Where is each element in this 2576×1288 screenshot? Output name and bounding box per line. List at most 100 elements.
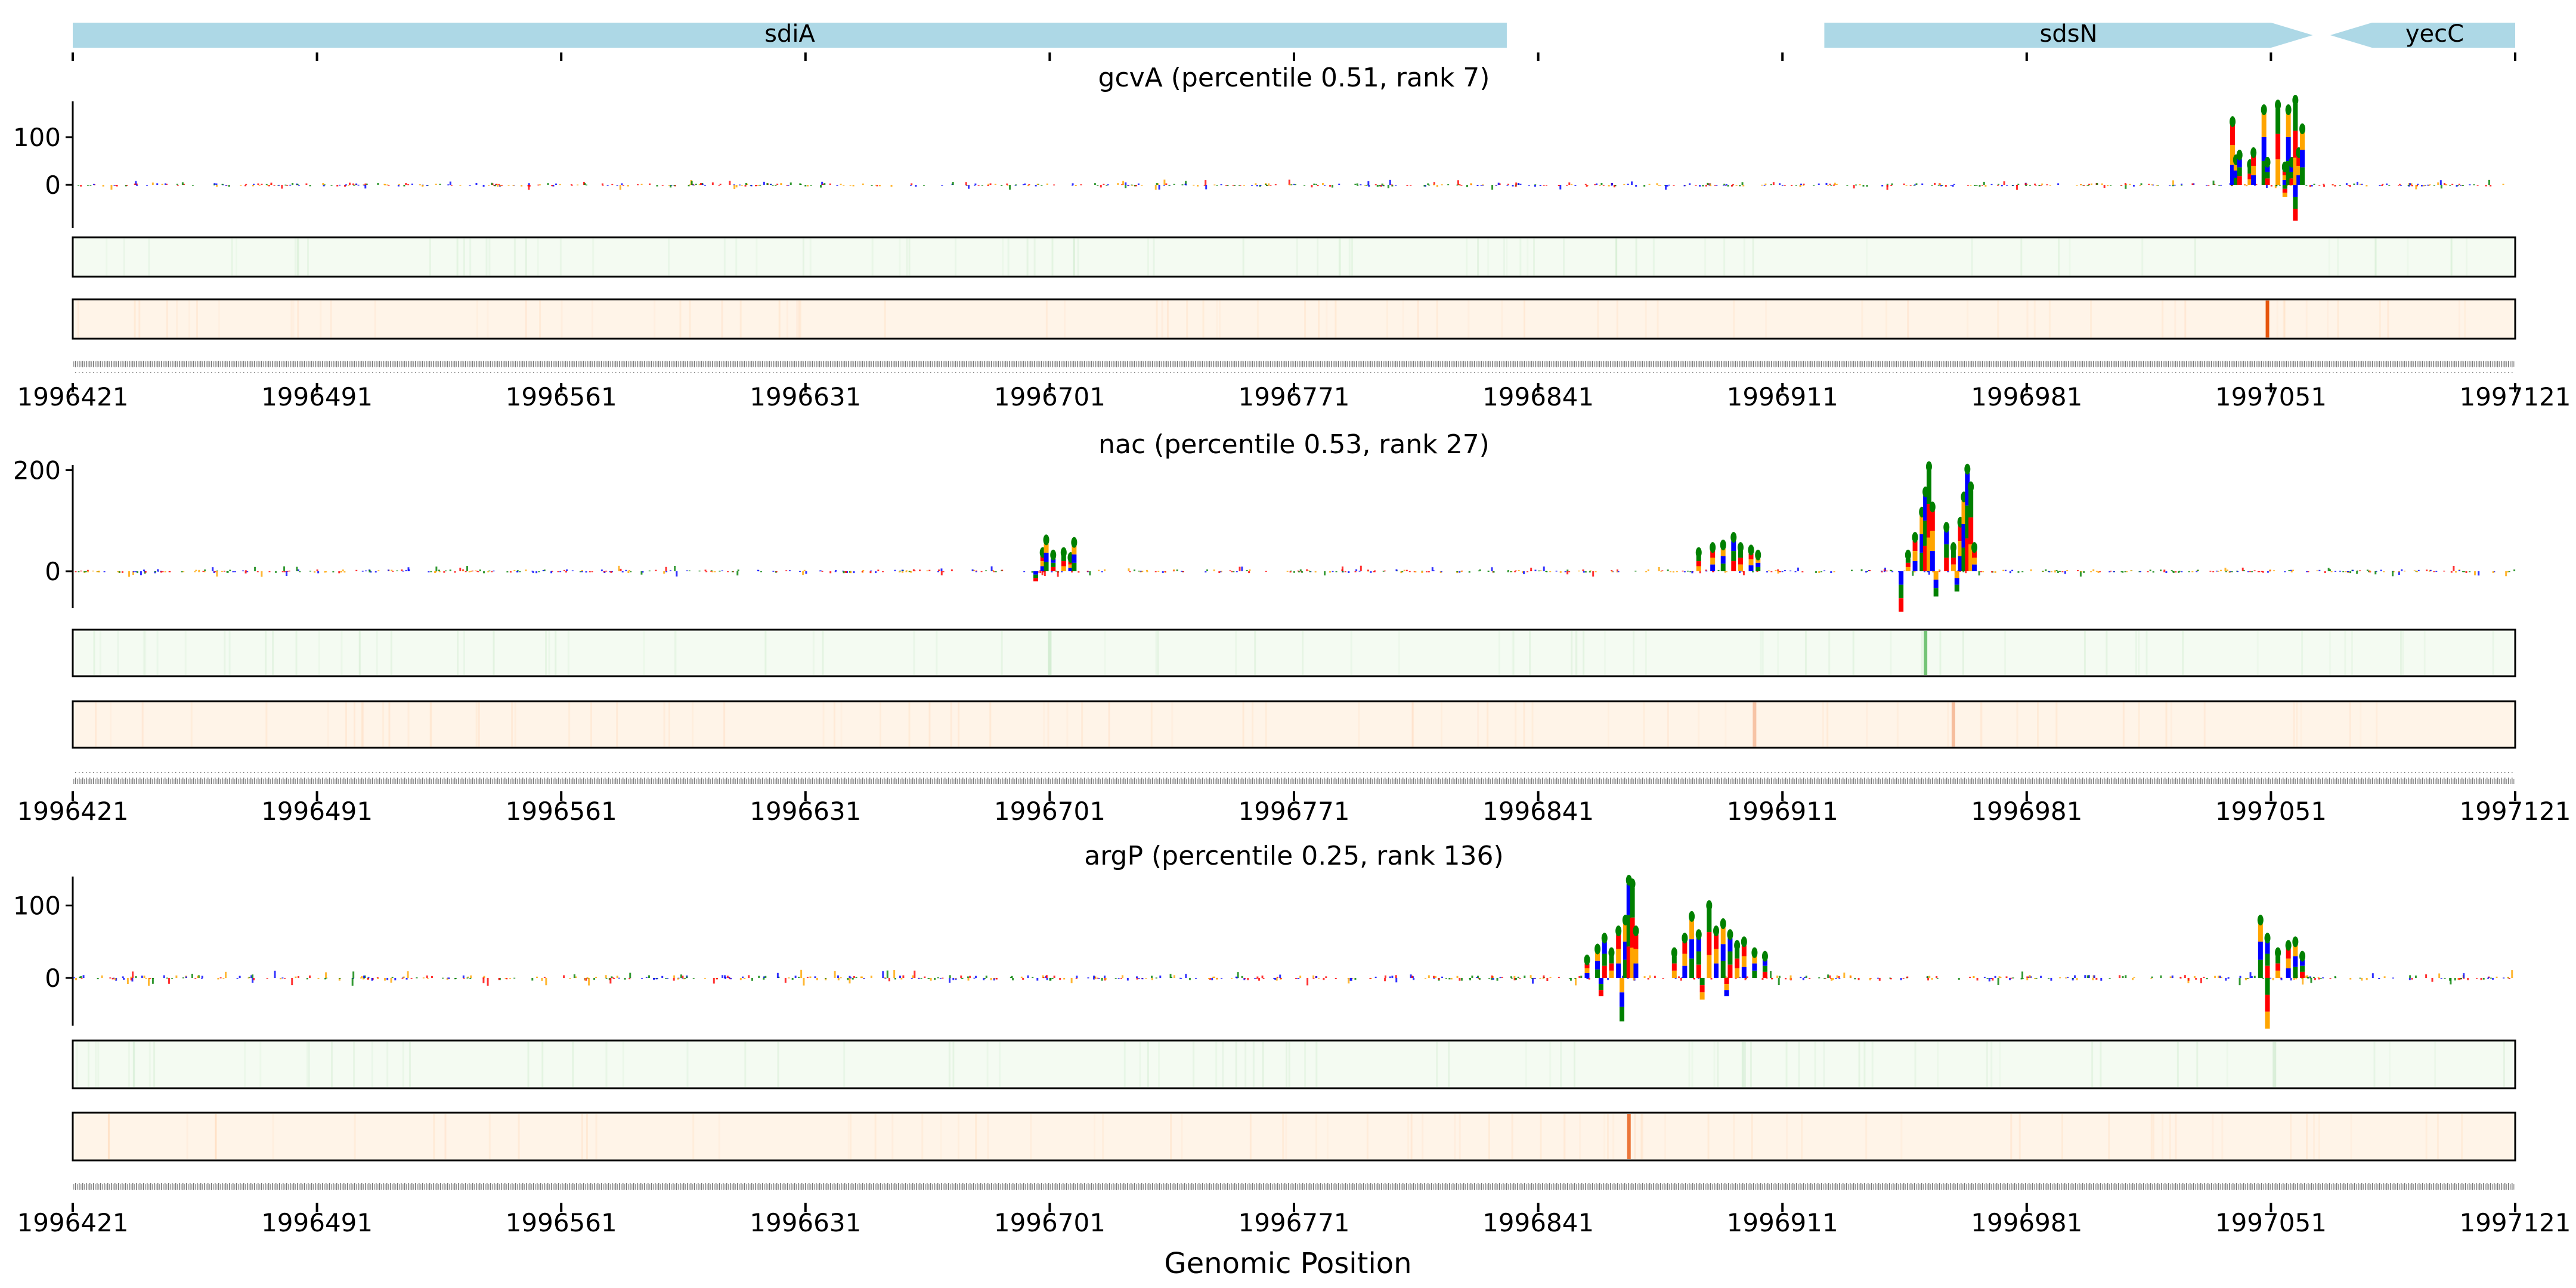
logo-noise-mark [1433,977,1435,979]
logo-noise-mark [763,978,765,980]
logo-noise-mark [109,977,112,979]
logo-peak-mark [1724,990,1729,996]
logo-noise-mark [2224,568,2227,571]
logo-noise-mark [1010,977,1012,978]
logo-noise-mark [1041,185,1043,186]
logo-noise-mark [955,978,957,979]
logo-noise-mark [1877,977,1880,979]
logo-noise-mark [309,571,311,572]
logo-noise-mark [1643,185,1646,187]
logo-noise-mark [538,184,541,185]
logo-peak-mark [1682,965,1688,978]
logo-noise-mark [1777,571,1779,574]
logo-noise-mark [1356,183,1358,185]
logo-noise-mark [878,185,881,187]
logo-noise-mark [177,185,179,186]
signal-track-orange-mark [799,301,801,338]
logo-noise-mark [2314,978,2316,980]
logo-noise-mark [2275,185,2278,187]
logo-noise-mark [1568,571,1571,572]
logo-noise-mark [1559,185,1562,190]
logo-noise-mark [1009,185,1011,190]
logo-noise-mark [1162,571,1164,573]
logo-noise-mark [2050,978,2052,981]
logo-noise-mark [840,184,842,185]
logo-noise-mark [2457,185,2459,186]
logo-noise-mark [1265,184,1267,185]
logo-noise-mark [628,978,631,980]
logo-noise-mark [861,571,863,572]
logo-noise-mark [2505,571,2507,577]
logo-noise-mark [1778,571,1780,572]
logo-noise-mark [829,183,831,185]
logo-noise-mark [97,978,99,980]
logo-noise-mark [1432,570,1435,571]
logo-noise-mark [1602,185,1605,186]
signal-track-green-peak [1048,631,1052,675]
logo-noise-mark [1157,183,1159,185]
signal-track-orange-mark [568,702,571,747]
logo-noise-mark [143,569,145,571]
logo-noise-mark [1413,571,1416,572]
logo-noise-mark [1668,184,1670,186]
logo-noise-mark [1211,978,1213,980]
logo-noise-mark [362,978,364,980]
logo-noise-mark [2165,571,2168,574]
logo-noise-mark [2120,185,2123,186]
logo-noise-mark [821,571,823,572]
logo-noise-mark [1568,978,1571,979]
logo-noise-mark [507,185,510,186]
logo-peak-mark [1714,949,1719,964]
logo-noise-mark [2417,184,2419,185]
logo-noise-mark [2454,978,2456,981]
logo-noise-mark [1803,183,1805,185]
logo-peak-cap [1601,933,1608,944]
logo-noise-mark [2178,571,2181,572]
logo-noise-mark [1939,183,1942,185]
logo-noise-mark [232,571,234,572]
logo-noise-mark [552,185,555,187]
logo-noise-mark [630,571,632,572]
logo-noise-mark [1241,566,1243,571]
logo-noise-mark [2369,571,2371,573]
signal-track-orange-mark [1822,702,1824,747]
logo-peak-mark [1602,965,1607,978]
logo-noise-mark [1820,571,1823,572]
logo-noise-mark [1781,185,1784,186]
signal-track-green-mark [1563,239,1565,275]
logo-noise-mark [2278,184,2281,186]
signal-track-orange-mark [1358,702,1360,747]
logo-noise-mark [871,185,873,186]
signal-track-orange-mark [1436,301,1438,338]
logo-noise-mark [2439,180,2442,185]
logo-noise-mark [2093,975,2095,978]
logo-peak-mark [1696,566,1701,571]
logo-peak-mark [2233,171,2238,178]
logo-noise-mark [1360,184,1362,185]
logo-peak-cap [1741,936,1747,948]
logo-peak-mark [1930,531,1935,552]
logo-noise-mark [2306,571,2308,572]
logo-noise-mark [2487,977,2490,979]
logo-noise-mark [2009,978,2011,980]
logo-noise-mark [541,978,543,981]
signal-track-orange-mark [134,301,136,338]
logo-noise-mark [719,571,721,572]
logo-noise-mark [1020,976,1023,978]
logo-noise-mark [353,185,355,186]
signal-track-orange-mark [166,301,168,338]
logo-noise-mark [2214,976,2216,978]
logo-noise-mark [601,183,603,185]
logo-noise-mark [2171,975,2174,978]
logo-noise-mark [1235,976,1237,978]
logo-noise-mark [2420,185,2423,187]
signal-track-green-mark [674,631,676,675]
logo-noise-mark [1140,571,1142,572]
logo-noise-mark [1262,978,1265,979]
logo-peak-mark [1682,953,1688,966]
logo-noise-mark [1518,183,1520,185]
signal-track-orange-mark [908,702,911,747]
logo-noise-mark [1351,978,1354,979]
logo-noise-mark [2313,184,2315,185]
logo-peak-cap [1608,947,1615,958]
